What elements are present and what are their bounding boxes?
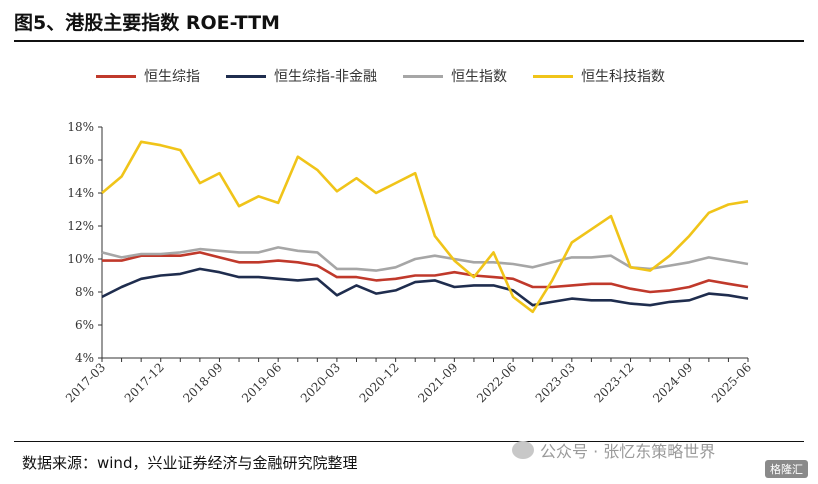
watermark: 公众号 · 张忆东策略世界 [512,438,715,462]
x-tick-label: 2017-12 [122,360,167,405]
x-axis-ticks: 2017-03 2017-12 2018-09 2019-06 2020-03 2020-… [63,358,754,405]
source-note: 数据来源：wind，兴业证券经济与金融研究院整理 [22,454,358,472]
legend-swatch [226,74,266,78]
legend-label: 恒生综指 [144,69,200,85]
x-tick-label: 2019-06 [239,360,284,405]
series-line [101,267,749,307]
y-tick-label: 16% [67,153,94,167]
title-divider [14,40,804,42]
x-tick-label: 2020-12 [357,360,402,405]
line-chart: 4% 6% 8% 10% 12% 14% 16% 18% 2017-03 2017-12 2018… [63,120,754,405]
x-tick-label: 2023-03 [533,360,578,405]
watermark-text: 公众号 · 张忆东策略世界 [540,442,716,461]
y-axis-ticks: 4% 6% 8% 10% 12% 14% 16% 18% [67,120,102,365]
legend-swatch [403,74,444,78]
axes [101,127,748,359]
wechat-icon [512,441,534,459]
series-line [101,246,749,272]
legend: 恒生综指 恒生综指-非金融 恒生指数 恒生科技指数 [96,66,691,86]
x-tick-label: 2024-09 [650,360,695,405]
legend-label: 恒生科技指数 [581,69,666,85]
x-tick-label: 2022-06 [474,360,519,405]
legend-label: 恒生指数 [451,69,508,85]
footer-divider [14,441,804,442]
y-tick-label: 10% [67,252,94,266]
x-tick-label: 2021-09 [415,360,460,405]
legend-swatch [533,74,574,78]
y-tick-label: 12% [67,219,94,233]
x-tick-label: 2020-03 [298,360,343,405]
y-tick-label: 6% [75,318,94,332]
y-tick-label: 8% [75,285,94,299]
legend-label: 恒生综指-非金融 [274,69,378,85]
series-line [102,251,749,294]
chart-title: 图5、港股主要指数 ROE-TTM [14,12,280,34]
x-tick-label: 2018-09 [180,360,225,405]
legend-item: 恒生科技指数 [533,66,665,86]
series-line [101,140,749,314]
x-tick-label: 2025-06 [709,360,754,405]
legend-item: 恒生综指-非金融 [226,66,377,86]
legend-item: 恒生综指 [96,66,200,86]
legend-swatch [96,74,136,78]
y-tick-label: 14% [67,186,94,200]
y-tick-label: 4% [75,351,94,365]
x-tick-label: 2023-12 [592,360,637,405]
series-layer [101,140,749,314]
legend-item: 恒生指数 [403,66,507,86]
x-tick-label: 2017-03 [63,360,108,405]
brand-logo: 格隆汇 [765,460,808,478]
y-tick-label: 18% [67,120,94,134]
